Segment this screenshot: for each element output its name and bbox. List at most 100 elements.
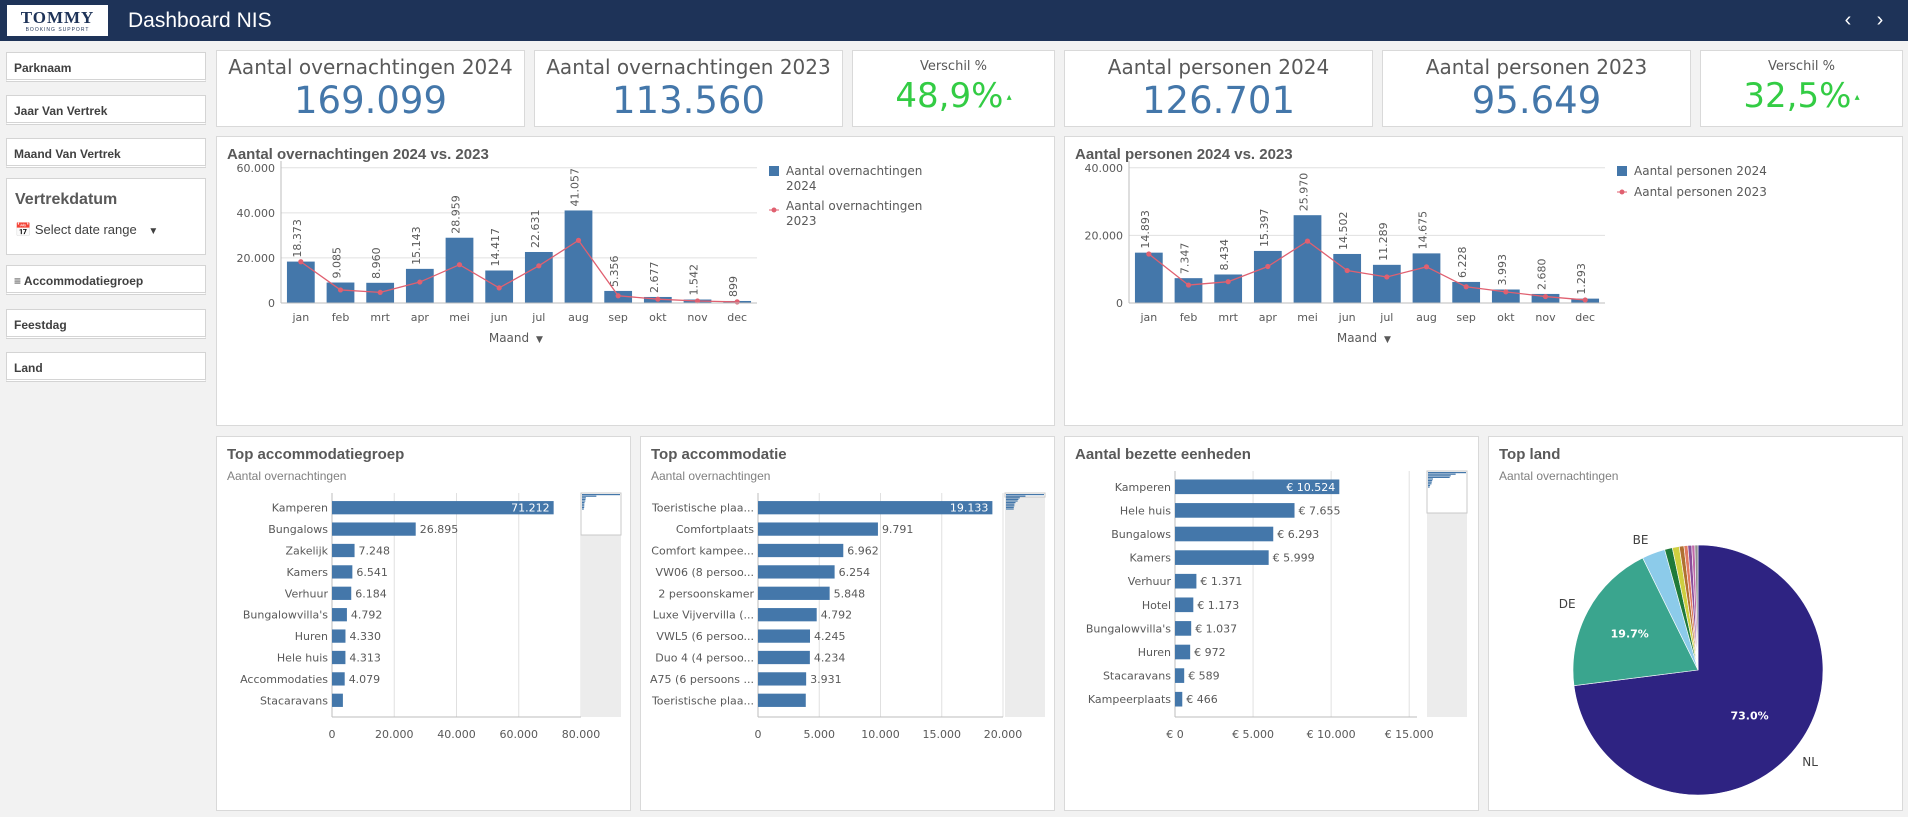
x-tick-label: jun [1338,311,1356,324]
mini-bar [582,495,597,497]
legend-marker [771,207,777,213]
bar [1175,621,1192,636]
mini-bar [1428,473,1456,475]
data-label: € 6.293 [1277,528,1319,541]
slice-label: BE [1633,533,1649,547]
category-label: Huren [295,630,328,643]
chart-title: Aantal bezette eenheden [1075,446,1251,463]
data-label: 2.677 [648,261,661,293]
x-tick-label: feb [1180,311,1198,324]
data-label: 6.254 [839,566,871,579]
filter-maand-van-vertrek[interactable]: Maand Van Vertrek [6,138,206,168]
data-label: 14.502 [1337,211,1350,250]
slice-percent-label: 19.7% [1611,627,1649,640]
data-label: 6.228 [1456,246,1469,277]
bar [564,210,593,303]
data-label: 6.962 [847,545,879,558]
x-tick-label: mei [449,311,470,324]
x-tick-label: dec [727,311,747,324]
x-tick-label: 20.000 [375,728,414,741]
bar [332,522,416,536]
bar [1412,253,1441,303]
x-tick-label: jan [291,311,309,324]
top-land-panel: Top land Aantal overnachtingen 73.0% NL 19… [1488,436,1903,811]
category-label: Kamers [1130,552,1172,565]
category-label: Zakelijk [285,545,328,558]
chevron-left-icon[interactable]: ‹ [1844,9,1852,31]
accommodatiegroep-bar-chart: 0 20.000 40.000 60.000 80.000 Kamperen 71.212 B… [240,492,622,741]
legend-label: Aantal personen 2023 [1634,185,1767,199]
filter-land[interactable]: Land [6,352,206,382]
hierarchy-icon: ≡ [14,274,22,288]
mini-bar [1428,486,1430,488]
bar [332,608,347,622]
x-tick-label: 80.000 [562,728,601,741]
pie-slice [1573,544,1824,796]
data-label: € 10.524 [1286,481,1335,494]
date-range-filter: Vertrekdatum 📅 Select date range ▼ [6,178,206,255]
x-tick-label: sep [1456,311,1475,324]
x-tick-label: nov [687,311,708,324]
line-point [575,237,582,243]
line-point [734,299,740,305]
scroll-thumb [580,492,622,536]
data-label: € 1.173 [1197,599,1239,612]
legend-swatch [769,166,779,176]
caret-down-icon: ▼ [536,335,543,345]
data-label: 19.133 [950,502,989,515]
y-tick-label: 20.000 [1085,229,1124,242]
x-tick-label: aug [1416,311,1437,324]
pie-slice [1572,557,1699,687]
mini-bar [582,498,586,500]
mini-bar [582,500,586,502]
date-range-picker[interactable]: 📅 Select date range ▼ [15,222,158,238]
chevron-right-icon[interactable]: › [1876,9,1884,31]
category-label: Accommodaties [240,673,328,686]
data-label: € 7.655 [1299,504,1341,517]
chart-overnachtingen-panel: Aantal overnachtingen 2024 vs. 2023 0 20.… [216,136,1055,426]
chart-title: Aantal overnachtingen 2024 vs. 2023 [227,146,489,163]
y-tick-label: 40.000 [1085,162,1124,175]
mini-bar [1006,497,1020,499]
legend-label: 2024 [786,179,817,193]
x-tick-label: 15.000 [923,728,962,741]
filter-feestdag[interactable]: Feestdag [6,309,206,339]
bar [332,501,554,515]
mini-bar [1428,478,1433,480]
pie-slice [1694,544,1699,671]
land-pie-chart: 73.0% NL 19.7% DE BE [1559,533,1824,796]
kpi-personen-2024: Aantal personen 2024 126.701 [1064,50,1373,127]
line-point [536,263,542,269]
category-label: Comfort kampee... [651,545,754,558]
x-tick-label: aug [568,311,589,324]
data-label: € 1.037 [1195,622,1237,635]
bar [332,693,343,707]
y-tick-label: 40.000 [237,207,276,220]
line-point [417,279,423,285]
bezette-eenheden-bar-chart: € 0 € 5.000 € 10.000 € 15.000 Kamperen € 10.5… [1086,470,1468,741]
data-label: 5.848 [834,587,866,600]
filter-jaar-van-vertrek[interactable]: Jaar Van Vertrek [6,95,206,125]
kpi-label: Verschil % [1767,59,1836,74]
bar [286,261,315,303]
kpi-overnachtingen-2024: Aantal overnachtingen 2024 169.099 [216,50,525,127]
chart-title: Top land [1499,446,1561,463]
bar [758,565,835,579]
bar [332,586,352,600]
data-label: 4.313 [349,652,381,665]
line-point [1463,284,1469,290]
data-label: 26.895 [420,523,459,536]
mini-bar [1006,505,1015,507]
personen-combo-chart: 0 20.000 40.000 14.893 jan 7.347 feb 8.434 mrt 15… [1085,161,1767,345]
mini-bar [1006,494,1044,496]
category-label: Comfortplaats [676,523,754,536]
x-tick-label: mrt [370,311,390,324]
data-label: 6.541 [356,566,388,579]
legend-marker [1619,189,1625,195]
filter-accommodatiegroep[interactable]: ≡ Accommodatiegroep [6,265,206,295]
kpi-label: Aantal personen 2023 [1425,55,1648,79]
overnachtingen-combo-chart: 0 20.000 40.000 60.000 18.373 jan 9.085 feb 8.96… [237,161,922,345]
filter-parknaam[interactable]: Parknaam [6,52,206,82]
legend-label: Aantal overnachtingen [786,164,922,178]
data-label: 41.057 [569,168,582,207]
